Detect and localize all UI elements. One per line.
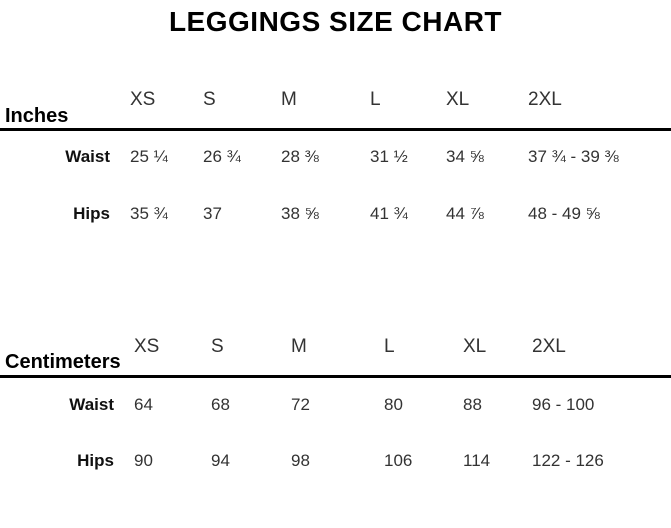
inches-waist-l: 31 ½ [370, 147, 408, 166]
centimeters-waist-l: 80 [384, 395, 403, 414]
inches-waist-xl: 34 ⅝ [446, 147, 484, 166]
inches-waist-xs: 25 ¼ [130, 147, 168, 166]
centimeters-unit-label: Centimeters [5, 351, 121, 373]
inches-hips-m: 38 ⅝ [281, 204, 319, 223]
centimeters-hips-xs: 90 [134, 451, 153, 470]
inches-row-label-waist: Waist [65, 147, 110, 166]
inches-hips-s: 37 [203, 204, 222, 223]
inches-hips-xl: 44 ⅞ [446, 204, 484, 223]
inches-waist-s: 26 ¾ [203, 147, 241, 166]
centimeters-size-header-s: S [211, 336, 224, 357]
centimeters-waist-s: 68 [211, 395, 230, 414]
inches-hips-l: 41 ¾ [370, 204, 408, 223]
centimeters-size-header-xl: XL [463, 336, 487, 357]
inches-divider [0, 128, 671, 131]
inches-size-header-s: S [203, 89, 216, 110]
centimeters-waist-xl: 88 [463, 395, 482, 414]
centimeters-waist-2xl: 96 - 100 [532, 395, 595, 414]
centimeters-row-label-waist: Waist [69, 395, 114, 414]
centimeters-divider [0, 375, 671, 378]
chart-title: LEGGINGS SIZE CHART [168, 6, 503, 37]
centimeters-hips-2xl: 122 - 126 [532, 451, 604, 470]
inches-size-header-l: L [370, 89, 381, 110]
inches-row-label-hips: Hips [73, 204, 110, 223]
centimeters-hips-s: 94 [211, 451, 230, 470]
centimeters-hips-l: 106 [384, 451, 413, 470]
inches-size-header-xl: XL [446, 89, 470, 110]
centimeters-size-header-xs: XS [134, 336, 160, 357]
centimeters-size-header-l: L [384, 336, 395, 357]
centimeters-hips-m: 98 [291, 451, 310, 470]
inches-waist-2xl: 37 ¾ - 39 ⅜ [528, 147, 619, 166]
inches-unit-label: Inches [5, 105, 69, 127]
centimeters-size-header-2xl: 2XL [532, 336, 566, 357]
inches-hips-xs: 35 ¾ [130, 204, 168, 223]
centimeters-size-header-m: M [291, 336, 307, 357]
centimeters-hips-xl: 114 [463, 451, 491, 470]
inches-size-header-2xl: 2XL [528, 89, 562, 110]
inches-size-header-m: M [281, 89, 297, 110]
inches-hips-2xl: 48 - 49 ⅝ [528, 204, 600, 223]
centimeters-row-label-hips: Hips [77, 451, 114, 470]
inches-size-header-xs: XS [130, 89, 156, 110]
centimeters-waist-m: 72 [291, 395, 310, 414]
centimeters-waist-xs: 64 [134, 395, 153, 414]
inches-waist-m: 28 ⅜ [281, 147, 319, 166]
